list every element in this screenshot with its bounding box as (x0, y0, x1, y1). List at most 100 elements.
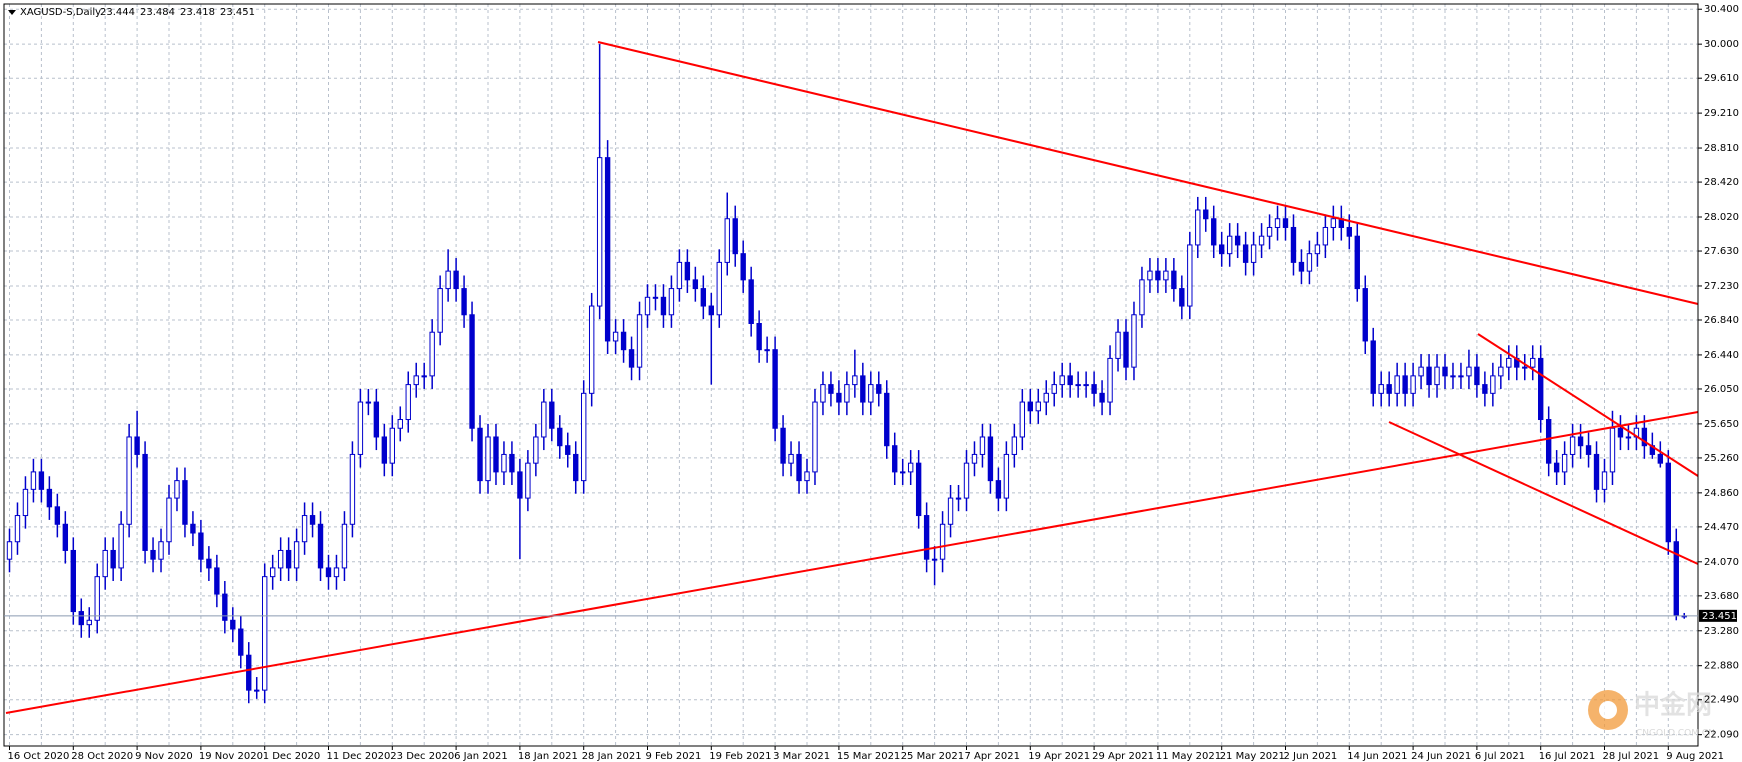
y-tick-label: 28.020 (1704, 212, 1739, 223)
candle-body (939, 523, 946, 560)
x-tick-label: 16 Oct 2020 (8, 751, 70, 762)
candle-body (660, 296, 667, 316)
candle-body (206, 558, 212, 569)
candle-body (333, 567, 340, 578)
candle-body (357, 401, 364, 455)
candle-body (636, 314, 643, 368)
price-label: 23.451 (1702, 611, 1737, 622)
y-tick-label: 26.050 (1704, 384, 1739, 395)
candle-body (222, 593, 228, 621)
candle-body (1641, 427, 1648, 447)
candle-body (1115, 331, 1121, 359)
candle-body (158, 541, 164, 560)
candle-body (254, 689, 260, 692)
candle-body (118, 523, 124, 569)
candle-body (349, 453, 356, 525)
candle-body (900, 471, 906, 474)
candle-body (1402, 375, 1408, 394)
candle-body (309, 515, 316, 525)
candle-body (1139, 279, 1145, 316)
candle-body (301, 515, 308, 543)
x-tick-label: 11 May 2021 (1156, 751, 1221, 762)
candle-body (1370, 340, 1376, 394)
trend-lines (5, 41, 1699, 714)
candle-body (1043, 392, 1049, 403)
candle-body (549, 401, 555, 429)
candle-body (70, 549, 76, 613)
candle-body (1530, 357, 1536, 368)
candle-body (1617, 427, 1624, 438)
candle-body (557, 427, 563, 447)
candle-body (1123, 331, 1129, 368)
candle-body (1522, 366, 1528, 369)
y-tick-label: 25.260 (1704, 453, 1739, 464)
candle-body (1027, 401, 1033, 412)
candle-body (836, 392, 842, 403)
candle-body (612, 331, 619, 342)
candle-body (620, 331, 627, 351)
candle-body (1131, 314, 1137, 368)
candle-body (724, 218, 730, 263)
candle-body (1609, 427, 1616, 473)
candle-body (46, 488, 53, 508)
x-tick-label: 14 Jun 2021 (1347, 751, 1407, 762)
y-tick-label: 24.860 (1704, 488, 1739, 499)
candle-body (174, 480, 180, 499)
candle-body (182, 480, 188, 525)
candle-body (150, 549, 156, 560)
candle-body (1219, 244, 1225, 255)
candle-body (1490, 375, 1496, 394)
watermark-text: 中金网 (1634, 690, 1712, 721)
candle-body (1354, 235, 1360, 290)
candle-body (533, 436, 539, 464)
x-tick-label: 9 Nov 2020 (135, 751, 193, 762)
candle-body (604, 157, 611, 342)
candle-body (1035, 401, 1041, 412)
y-tick-label: 25.650 (1704, 419, 1739, 430)
candle-body (852, 375, 858, 386)
candle-body (413, 375, 419, 386)
candle-body (501, 453, 507, 473)
x-tick-label: 6 Jan 2021 (454, 751, 508, 762)
y-tick-label: 23.680 (1704, 591, 1739, 602)
y-tick-label: 30.400 (1704, 4, 1739, 15)
plot-frame (3, 3, 1699, 747)
candle-body (397, 419, 403, 429)
candle-body (277, 549, 284, 569)
grid (4, 4, 1698, 746)
x-tick-label: 24 Jun 2021 (1411, 751, 1471, 762)
candle-body (461, 288, 467, 316)
y-tick-label: 22.880 (1704, 661, 1739, 672)
ohlc-low: 23.418 (180, 7, 215, 18)
candle-body (1569, 436, 1576, 455)
candle-body (740, 253, 746, 281)
candle-body (269, 567, 276, 578)
y-tick-label: 27.230 (1704, 281, 1739, 292)
y-tick-label: 28.810 (1704, 143, 1739, 154)
y-tick-label: 26.840 (1704, 315, 1739, 326)
candle-body (676, 261, 683, 290)
candle-body (1091, 384, 1097, 394)
candle-body (365, 401, 372, 404)
candle-body (477, 427, 483, 482)
candle-body (325, 567, 332, 578)
candle-body (1282, 218, 1289, 228)
candle-body (780, 427, 786, 464)
candle-body (293, 541, 300, 569)
candle-body (493, 436, 499, 473)
candle-body (517, 471, 523, 499)
candle-body (1442, 366, 1448, 377)
x-tick-label: 19 Nov 2020 (199, 751, 263, 762)
candle-body (1330, 218, 1337, 228)
candle-body (596, 157, 603, 307)
candle-body (1107, 357, 1113, 403)
x-tick-label: 16 Jul 2021 (1539, 751, 1596, 762)
candles (6, 44, 1687, 704)
candle-body (485, 436, 491, 482)
candle-body (78, 611, 84, 626)
candle-body (134, 436, 140, 455)
candle-body (1346, 226, 1352, 237)
candle-body (1314, 244, 1321, 255)
candle-body (30, 471, 37, 490)
watermark: 中金网 CNGOLD.COM.CN (1588, 690, 1715, 739)
